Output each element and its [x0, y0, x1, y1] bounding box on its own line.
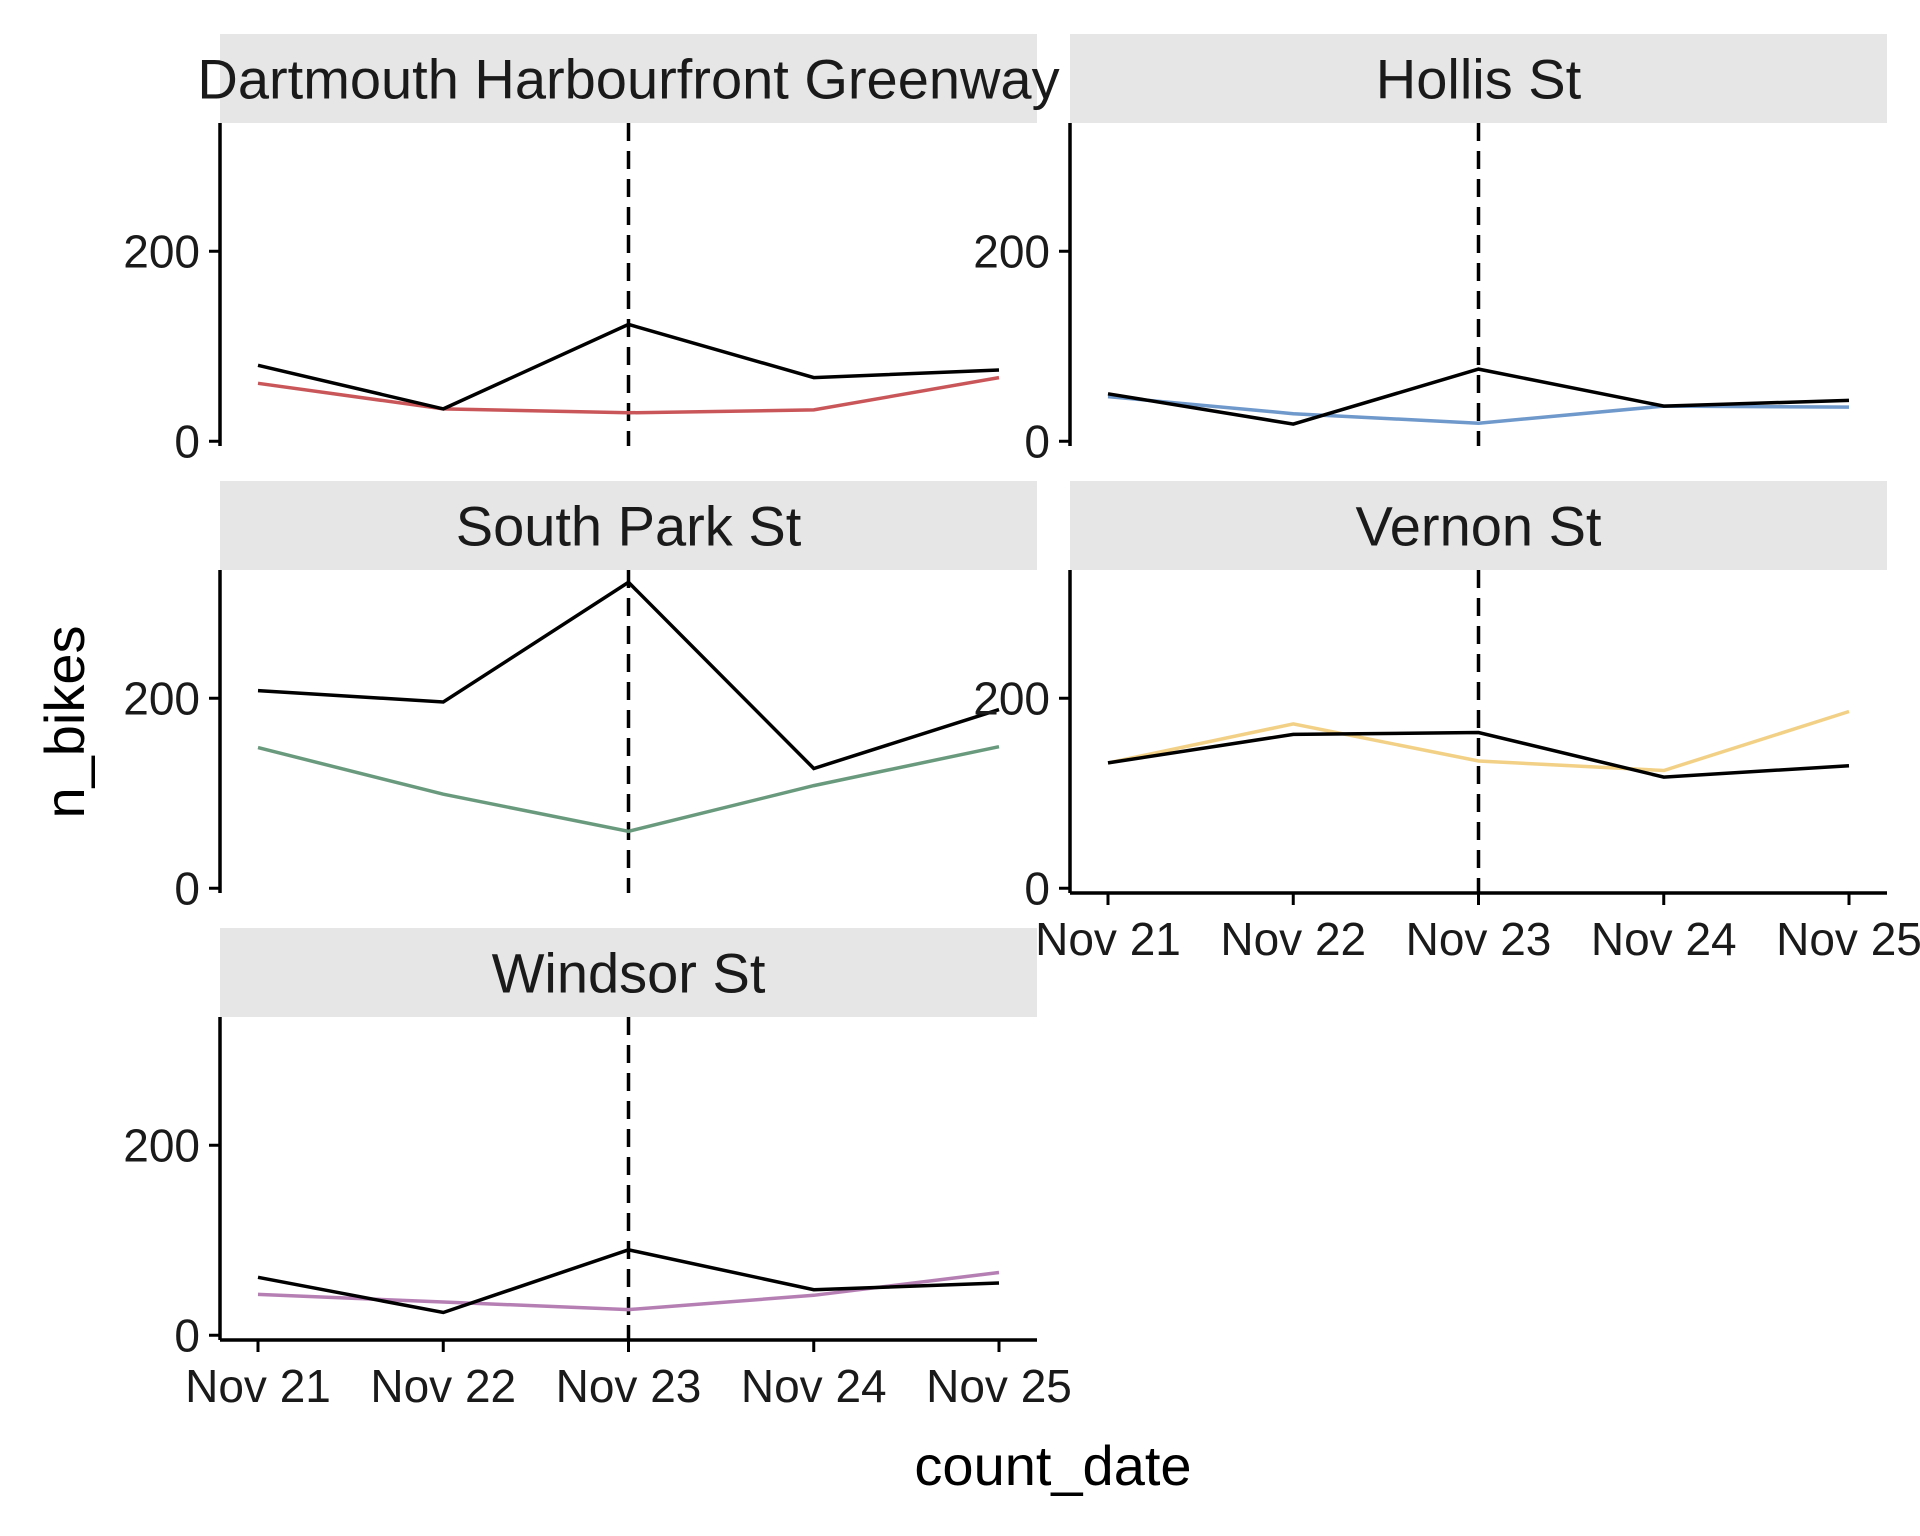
- y-tick-label: 0: [174, 862, 200, 914]
- y-tick-label: 0: [1024, 415, 1050, 467]
- facet-hollis-st: Hollis St 0 200: [973, 34, 1887, 467]
- facet-south-park-st: South Park St 0 200: [123, 481, 1037, 914]
- x-tick-label: Nov 23: [1406, 913, 1552, 965]
- x-tick-label: Nov 22: [1220, 913, 1366, 965]
- x-tick-label: Nov 24: [1591, 913, 1737, 965]
- facet-strip: [220, 928, 1037, 1017]
- y-tick-label: 200: [973, 225, 1050, 277]
- x-tick-label: Nov 25: [926, 1360, 1072, 1412]
- y-tick-label: 200: [123, 1119, 200, 1171]
- y-tick-label: 0: [174, 415, 200, 467]
- y-tick-label: 0: [1024, 862, 1050, 914]
- facet-title: Windsor St: [492, 942, 766, 1005]
- x-tick-label: Nov 22: [370, 1360, 516, 1412]
- series-line-0: [257, 744, 1000, 834]
- facet-windsor-st: Windsor St 0 200 Nov 21 Nov 22 Nov 23 Nov 24 No…: [123, 928, 1072, 1412]
- facet-panels: Dartmouth Harbourfront Greenway0200Holli…: [123, 34, 1920, 1412]
- x-tick-label: Nov 23: [556, 1360, 702, 1412]
- x-axis-title: count_date: [914, 1434, 1191, 1497]
- x-tick-label: Nov 21: [1035, 913, 1181, 965]
- facet-vernon-st: Vernon St 0 200 Nov 21 Nov 22 Nov 23 Nov 24 Nov…: [973, 481, 1920, 965]
- facet-strip: [220, 481, 1037, 570]
- series-line-0: [257, 375, 1000, 415]
- x-tick-label: Nov 21: [185, 1360, 331, 1412]
- facet-strip: [1070, 481, 1887, 570]
- series-line-1: [1107, 367, 1850, 426]
- facet-title: Hollis St: [1376, 48, 1582, 111]
- y-tick-label: 0: [174, 1309, 200, 1361]
- series-line-0: [1107, 709, 1850, 773]
- facet-strip: [1070, 34, 1887, 123]
- series-line-1: [257, 1247, 1000, 1315]
- y-axis-title: n_bikes: [33, 625, 96, 818]
- series-line-0: [1107, 394, 1850, 425]
- facet-title: Vernon St: [1356, 495, 1602, 558]
- y-tick-label: 200: [973, 672, 1050, 724]
- facet-title: South Park St: [456, 495, 802, 558]
- series-line-1: [257, 580, 1000, 771]
- facet-dartmouth-harbourfront-greenway: Dartmouth Harbourfront Greenway 0 200: [123, 34, 1060, 467]
- y-tick-label: 200: [123, 672, 200, 724]
- y-tick-label: 200: [123, 225, 200, 277]
- series-line-1: [257, 322, 1000, 411]
- facet-title: Dartmouth Harbourfront Greenway: [197, 48, 1059, 111]
- facet-strip: [220, 34, 1037, 123]
- x-tick-label: Nov 24: [741, 1360, 887, 1412]
- x-tick-label: Nov 25: [1776, 913, 1920, 965]
- series-line-1: [1107, 730, 1850, 779]
